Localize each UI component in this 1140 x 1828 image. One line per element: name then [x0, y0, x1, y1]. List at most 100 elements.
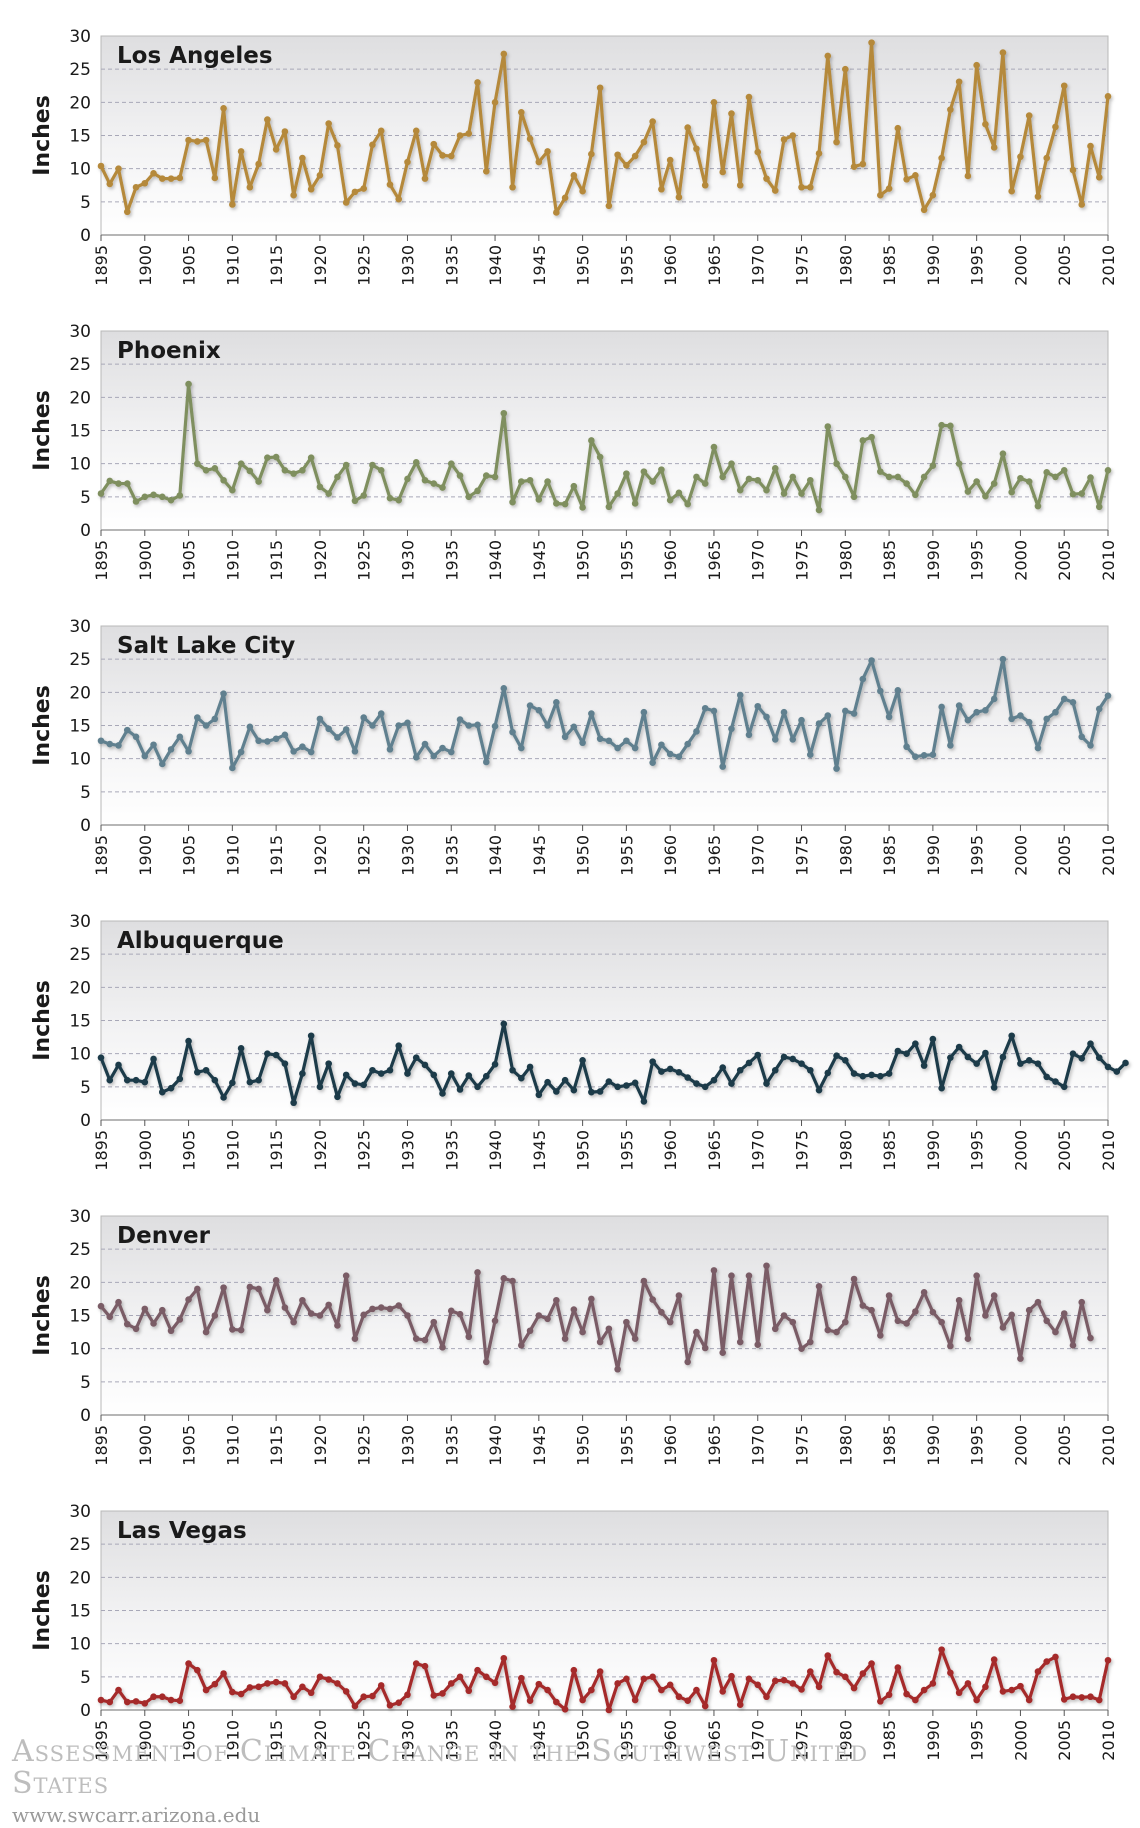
data-point — [159, 760, 166, 768]
data-point — [806, 183, 814, 191]
data-point — [1060, 1310, 1068, 1317]
data-point — [447, 1307, 455, 1315]
data-point — [833, 138, 840, 146]
data-point — [955, 460, 963, 467]
data-point — [614, 744, 621, 752]
x-tick-label: 1920 — [311, 245, 330, 286]
x-tick-label: 1910 — [223, 1130, 242, 1171]
x-tick-label: 1925 — [355, 245, 374, 286]
data-point — [377, 467, 385, 474]
x-tick-label: 2000 — [1011, 540, 1030, 581]
x-tick-label: 1975 — [793, 245, 812, 286]
data-point — [588, 1686, 595, 1694]
data-point — [605, 737, 613, 745]
data-point — [640, 1675, 648, 1683]
data-point — [666, 156, 674, 164]
data-point — [1008, 488, 1015, 496]
data-point — [106, 477, 114, 485]
data-point — [973, 478, 980, 485]
data-point — [342, 726, 350, 733]
data-point — [272, 146, 280, 153]
data-point — [456, 472, 464, 479]
x-tick-label: 1925 — [355, 1130, 374, 1171]
data-point — [360, 1311, 368, 1319]
data-point — [903, 743, 910, 751]
data-point — [1095, 1054, 1103, 1061]
data-point — [789, 1318, 797, 1326]
data-point — [1034, 502, 1042, 510]
x-tick-label: 1905 — [180, 540, 199, 581]
data-point — [1069, 490, 1077, 498]
data-point — [640, 468, 648, 475]
data-point — [526, 1697, 534, 1705]
data-point — [334, 142, 341, 149]
data-point — [535, 1091, 543, 1099]
data-point — [877, 468, 884, 475]
data-point — [159, 1306, 166, 1314]
data-point — [763, 713, 770, 721]
x-tick-label: 2005 — [1055, 835, 1074, 876]
data-point — [588, 1295, 595, 1303]
data-point — [596, 1338, 604, 1346]
data-point — [237, 1326, 245, 1334]
data-point — [588, 1088, 595, 1096]
y-tick-label: 25 — [69, 945, 91, 965]
data-point — [780, 1312, 788, 1319]
plot-area — [100, 1215, 1109, 1416]
data-point — [246, 1684, 254, 1691]
x-tick-label: 1980 — [836, 1720, 855, 1761]
data-point — [824, 1069, 832, 1077]
data-point — [325, 1301, 332, 1309]
data-point — [474, 79, 481, 86]
x-tick-label: 1980 — [836, 245, 855, 286]
data-point — [167, 1696, 175, 1704]
data-point — [421, 740, 429, 748]
data-point — [675, 753, 683, 760]
y-tick-label: 30 — [69, 1207, 91, 1227]
y-axis-label: Inches — [30, 685, 55, 766]
data-point — [439, 484, 446, 491]
data-point — [719, 763, 727, 770]
data-point — [150, 170, 157, 177]
data-point — [570, 723, 578, 731]
x-tick-label: 1940 — [486, 1720, 505, 1761]
x-tick-label: 1910 — [223, 245, 242, 286]
data-point — [1017, 1060, 1024, 1067]
data-point — [97, 1054, 105, 1061]
data-point — [579, 1328, 586, 1336]
data-point — [115, 1686, 122, 1694]
data-point — [281, 1304, 289, 1311]
data-point — [675, 1693, 683, 1701]
y-tick-label: 30 — [69, 1502, 91, 1522]
data-point — [596, 735, 604, 743]
data-point — [220, 1094, 227, 1101]
x-tick-label: 1930 — [398, 245, 417, 286]
data-point — [509, 1277, 516, 1285]
x-tick-label: 1915 — [267, 540, 286, 581]
data-point — [990, 144, 998, 151]
data-point — [859, 1072, 867, 1080]
data-point — [456, 132, 464, 139]
data-point — [640, 1277, 648, 1285]
y-tick-label: 5 — [80, 1078, 91, 1098]
data-point — [912, 1040, 919, 1048]
data-point — [1034, 1298, 1042, 1306]
data-point — [561, 1335, 569, 1343]
data-point — [850, 163, 858, 170]
data-point — [299, 154, 306, 162]
data-point — [1069, 698, 1077, 706]
data-point — [386, 1702, 394, 1709]
data-point — [1008, 1032, 1015, 1040]
data-point — [141, 1078, 149, 1086]
data-point — [1087, 142, 1094, 150]
data-point — [701, 704, 709, 712]
data-point — [842, 473, 849, 481]
y-tick-label: 10 — [69, 1045, 91, 1065]
data-point — [588, 150, 595, 158]
data-point — [1025, 718, 1033, 726]
data-point — [491, 1679, 499, 1687]
data-point — [325, 725, 332, 733]
data-point — [929, 1035, 937, 1043]
data-point — [194, 714, 201, 721]
data-point — [868, 433, 875, 441]
